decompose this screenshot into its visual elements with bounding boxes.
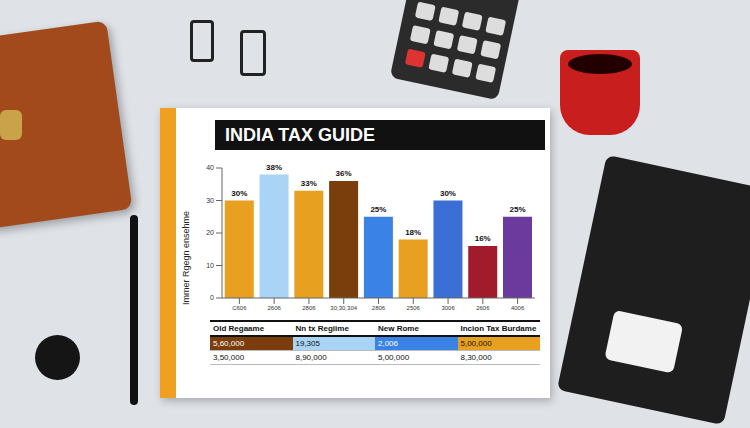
html-text:Immer Rgegn ensehme: Immer Rgegn ensehme [181, 211, 191, 305]
html-text:8,90,000: 8,90,000 [295, 353, 327, 362]
svg-text:25%: 25% [509, 205, 525, 214]
svg-text:16%: 16% [475, 234, 491, 243]
svg-text:33%: 33% [301, 179, 317, 188]
svg-text:2606: 2606 [476, 305, 490, 311]
html-text:New Rome: New Rome [378, 324, 419, 333]
svg-text:3006: 3006 [441, 305, 455, 311]
svg-text:30: 30 [206, 197, 214, 204]
svg-text:30%: 30% [440, 189, 456, 198]
svg-text:38%: 38% [266, 163, 282, 172]
svg-text:18%: 18% [405, 228, 421, 237]
svg-text:2606: 2606 [267, 305, 281, 311]
svg-text:2806: 2806 [302, 305, 316, 311]
svg-text:30,30,304: 30,30,304 [330, 305, 357, 311]
svg-text:2506: 2506 [407, 305, 421, 311]
html-text:8,30,000: 8,30,000 [460, 353, 492, 362]
html-text:19,305: 19,305 [295, 339, 320, 348]
svg-text:36%: 36% [336, 169, 352, 178]
svg-text:4006: 4006 [511, 305, 525, 311]
html-text:Old Regaame: Old Regaame [213, 324, 265, 333]
svg-text:0: 0 [210, 294, 214, 301]
svg-text:20: 20 [206, 229, 214, 236]
svg-text:2806: 2806 [372, 305, 386, 311]
svg-text:40: 40 [206, 164, 214, 171]
html-text:INDIA TAX GUIDE: INDIA TAX GUIDE [225, 125, 375, 145]
svg-text:C606: C606 [232, 305, 247, 311]
html-text:Incion Tax Burdame: Incion Tax Burdame [460, 324, 537, 333]
svg-text:10: 10 [206, 262, 214, 269]
html-text:2,006: 2,006 [378, 339, 398, 348]
html-text:3,50,000: 3,50,000 [213, 353, 245, 362]
html-text:5,60,000: 5,60,000 [213, 339, 245, 348]
svg-text:25%: 25% [370, 205, 386, 214]
html-text:Nn tx Regiime: Nn tx Regiime [295, 324, 349, 333]
html-text:5,00,000: 5,00,000 [460, 339, 492, 348]
svg-text:30%: 30% [231, 189, 247, 198]
html-text:5,00,000: 5,00,000 [378, 353, 410, 362]
